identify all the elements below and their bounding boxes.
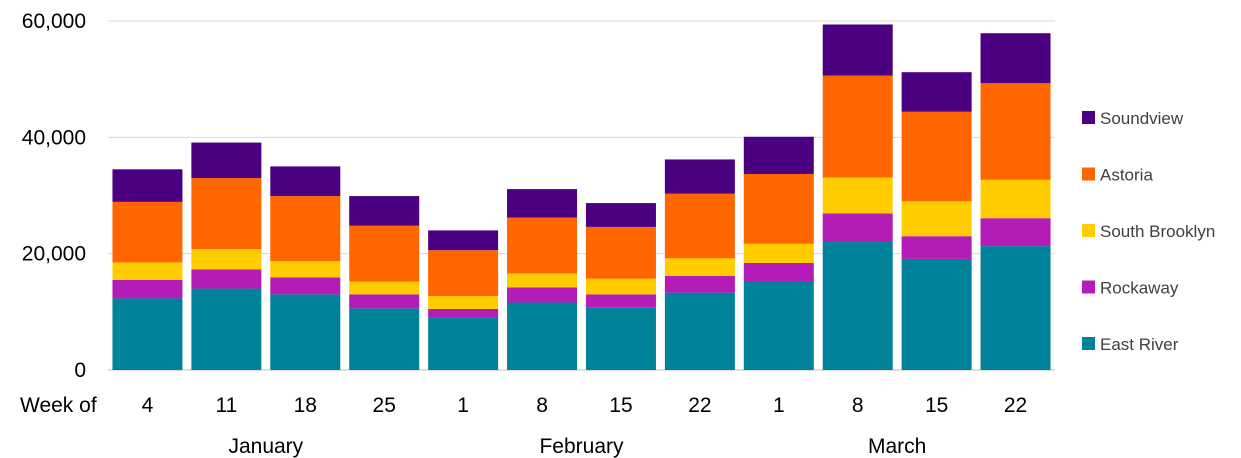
bar-segment	[428, 250, 499, 297]
bar-segment	[349, 281, 420, 295]
bar-segment	[901, 72, 972, 112]
bar-segment	[664, 275, 735, 293]
bar-segment	[428, 317, 499, 370]
x-tick-label: 18	[294, 394, 317, 417]
bar-segment	[191, 142, 262, 179]
bar-segment	[743, 173, 814, 244]
bar-segment	[980, 33, 1051, 84]
bar-segment	[112, 298, 183, 370]
x-tick-label: 15	[925, 394, 948, 417]
bar-segment	[822, 177, 893, 214]
bar-segment	[664, 292, 735, 370]
month-label: March	[868, 435, 926, 458]
legend-swatch	[1082, 167, 1095, 181]
bar-segment	[191, 269, 262, 289]
bar-segment	[507, 287, 578, 303]
bar-segment	[507, 189, 578, 218]
y-tick-label: 60,000	[22, 10, 86, 33]
bar-segment	[428, 296, 499, 309]
y-tick-label: 0	[74, 359, 86, 382]
y-tick-label: 40,000	[22, 126, 86, 149]
bar-segment	[349, 294, 420, 309]
bar-segment	[585, 278, 656, 295]
bar-segment	[743, 136, 814, 174]
bar-segment	[664, 159, 735, 194]
bar-segment	[901, 236, 972, 259]
bar-segment	[743, 262, 814, 282]
bar-segment	[743, 243, 814, 263]
bar-segment	[270, 277, 341, 295]
x-tick-label: 22	[1004, 394, 1027, 417]
legend-label: Rockaway	[1100, 279, 1179, 298]
bar-segment	[585, 294, 656, 308]
x-tick-label: 1	[773, 394, 785, 417]
bar-segment	[428, 230, 499, 251]
bar-segment	[349, 225, 420, 282]
bar-segment	[743, 281, 814, 370]
x-tick-label: 15	[609, 394, 632, 417]
x-tick-label: 11	[215, 394, 237, 417]
bar-segment	[270, 166, 341, 197]
x-tick-label: 1	[457, 394, 469, 417]
bar-segment	[664, 193, 735, 259]
bar-segment	[822, 213, 893, 243]
bar-segment	[980, 179, 1051, 219]
y-tick-label: 20,000	[22, 243, 86, 266]
bar-segment	[507, 273, 578, 288]
month-label: January	[228, 435, 303, 458]
bar-segment	[822, 242, 893, 370]
bar-segment	[901, 201, 972, 237]
bar-segment	[191, 178, 262, 250]
bar-segment	[349, 196, 420, 226]
x-axis-prefix: Week of	[20, 394, 97, 417]
bar-segment	[980, 218, 1051, 247]
bar-segment	[507, 217, 578, 274]
legend-label: Astoria	[1100, 166, 1153, 185]
bar-segment	[270, 196, 341, 262]
x-tick-label: 22	[688, 394, 711, 417]
bar-segment	[822, 75, 893, 178]
bar-segment	[191, 249, 262, 270]
bar-segment	[980, 83, 1051, 180]
bar-segment	[112, 169, 183, 202]
bar-segment	[901, 258, 972, 370]
legend-swatch	[1082, 337, 1095, 350]
bar-segment	[270, 294, 341, 370]
bar-segment	[585, 203, 656, 227]
bar-segment	[112, 201, 183, 263]
legend-swatch	[1082, 111, 1095, 124]
x-tick-label: 25	[373, 394, 396, 417]
bar-segment	[822, 24, 893, 76]
bar-segment	[191, 288, 262, 370]
bar-segment	[980, 246, 1051, 370]
bar-segment	[664, 258, 735, 276]
bar-segment	[112, 262, 183, 280]
legend-label: Soundview	[1100, 109, 1184, 128]
x-tick-label: 8	[536, 394, 548, 417]
x-tick-label: 4	[142, 394, 154, 417]
bar-segment	[428, 308, 499, 318]
month-label: February	[539, 435, 624, 458]
legend-label: South Brooklyn	[1100, 222, 1215, 241]
legend-swatch	[1082, 224, 1095, 237]
x-tick-label: 8	[852, 394, 864, 417]
bar-segment	[585, 226, 656, 279]
bar-segment	[901, 111, 972, 202]
bar-segment	[349, 308, 420, 370]
bar-segment	[585, 307, 656, 370]
bar-segment	[112, 279, 183, 299]
legend-swatch	[1082, 280, 1095, 294]
bar-segment	[270, 261, 341, 278]
bar-segment	[507, 302, 578, 370]
legend-label: East River	[1100, 335, 1179, 354]
